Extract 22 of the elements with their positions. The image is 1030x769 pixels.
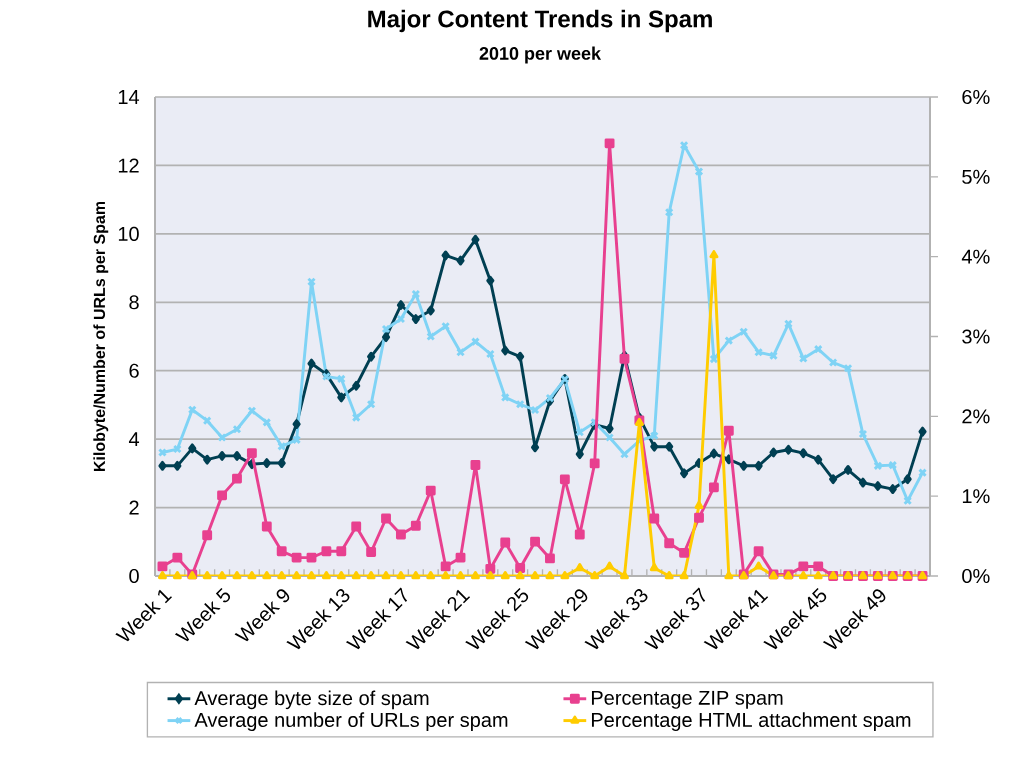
y2-tick-label: 4% [961, 249, 990, 264]
y-tick-label: 12 [118, 158, 139, 173]
chart-title: Major Content Trends in Spam [368, 9, 712, 33]
y2-tick-label: 6% [962, 89, 990, 105]
legend-label: Percentage HTML attachment spam [591, 712, 911, 731]
y2-tick-label: 3% [962, 329, 990, 344]
legend-label: Average number of URLs per spam [194, 712, 508, 731]
y-tick-label: 10 [118, 226, 139, 241]
y-tick-label: 4 [128, 432, 140, 447]
chart-subtitle: 2010 per week [479, 46, 602, 64]
legend-label: Average byte size of spam [194, 690, 429, 710]
y2-tick-label: 1% [962, 489, 990, 504]
y-axis-title: Kilobyte/Number of URLs per Spam [93, 201, 109, 472]
y-tick-label: 2 [129, 500, 139, 515]
y2-tick-label: 0% [962, 568, 990, 584]
y-tick-label: 6 [129, 363, 139, 378]
y2-tick-label: 2% [962, 409, 990, 424]
y-tick-label: 8 [129, 295, 139, 310]
y2-tick-label: 5% [962, 169, 990, 184]
y-tick-label: 0 [129, 568, 139, 584]
y-tick-label: 14 [118, 90, 140, 104]
legend-label: Percentage ZIP spam [591, 690, 783, 709]
